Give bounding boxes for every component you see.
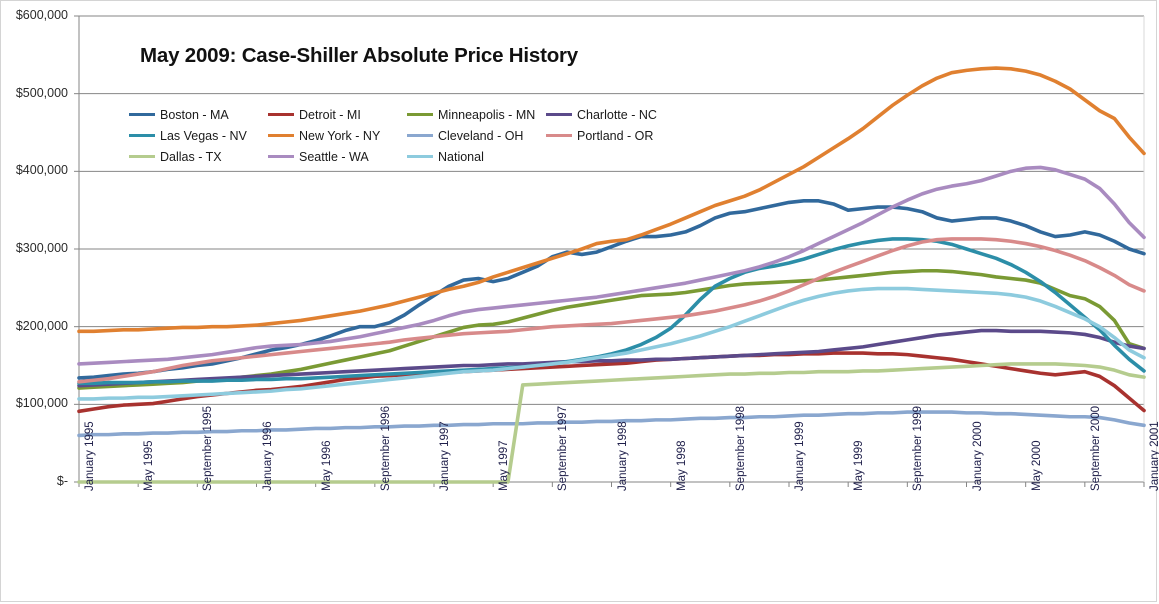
legend-label: Boston - MA: [160, 107, 229, 122]
x-axis-tick-label: September 1999: [912, 405, 925, 491]
legend-item-minneapolis-mn[interactable]: Minneapolis - MN: [407, 108, 546, 122]
legend-row: Boston - MA Detroit - MI Minneapolis - MN C…: [129, 104, 689, 125]
x-axis-tick-label: May 1998: [675, 440, 688, 491]
x-axis-tick-label: September 1995: [202, 405, 215, 491]
legend-item-seattle-wa[interactable]: Seattle - WA: [268, 150, 407, 164]
legend-label: New York - NY: [299, 128, 381, 143]
x-axis-tick-label: January 2001: [1149, 421, 1159, 491]
x-axis-tick-label: May 1997: [498, 440, 511, 491]
legend-item-national[interactable]: National: [407, 150, 546, 164]
legend-label: Portland - OR: [577, 128, 654, 143]
legend-color-swatch: [268, 155, 294, 158]
legend-color-swatch: [546, 134, 572, 137]
x-axis-tick-label: January 1998: [616, 421, 629, 491]
legend-color-swatch: [129, 134, 155, 137]
chart-legend: Boston - MA Detroit - MI Minneapolis - MN C…: [129, 104, 689, 167]
x-axis-tick-label: January 1999: [794, 421, 806, 491]
series-line-boston-ma: [77, 199, 1146, 380]
legend-label: Cleveland - OH: [438, 128, 524, 143]
y-axis-tick-label: $-: [56, 474, 68, 488]
x-axis-tick-label: September 1996: [379, 405, 392, 491]
legend-label: National: [438, 149, 484, 164]
legend-item-detroit-mi[interactable]: Detroit - MI: [268, 108, 407, 122]
legend-label: Las Vegas - NV: [160, 128, 247, 143]
y-axis-tick-label: $100,000: [15, 396, 68, 411]
series-line-portland-or: [77, 237, 1146, 384]
legend-item-boston-ma[interactable]: Boston - MA: [129, 108, 268, 122]
legend-row: Las Vegas - NV New York - NY Cleveland - O…: [129, 125, 689, 146]
y-axis-tick-label: $200,000: [15, 318, 68, 333]
legend-color-swatch: [129, 113, 155, 116]
legend-item-new-york-ny[interactable]: New York - NY: [268, 129, 407, 143]
y-axis-tick-label: $500,000: [15, 85, 68, 100]
y-axis-tick-label: $300,000: [15, 241, 68, 255]
x-axis-tick-label: September 1997: [557, 405, 570, 491]
legend-color-swatch: [407, 134, 433, 137]
legend-item-las-vegas-nv[interactable]: Las Vegas - NV: [129, 129, 268, 143]
y-axis-tick-label: $600,000: [15, 8, 68, 22]
x-axis-tick-label: May 1996: [320, 440, 333, 491]
legend-item-portland-or[interactable]: Portland - OR: [546, 129, 685, 143]
x-axis-tick-label: May 1999: [853, 440, 866, 491]
legend-color-swatch: [268, 113, 294, 116]
series-line-national: [77, 286, 1146, 401]
x-axis-tick-label: September 1998: [734, 405, 747, 491]
legend-color-swatch: [268, 134, 294, 137]
legend-label: Charlotte - NC: [577, 107, 657, 122]
legend-color-swatch: [407, 113, 433, 116]
y-axis-tick-label: $400,000: [15, 163, 68, 178]
legend-item-charlotte-nc[interactable]: Charlotte - NC: [546, 108, 685, 122]
legend-label: Detroit - MI: [299, 107, 361, 122]
legend-label: Minneapolis - MN: [438, 107, 536, 122]
x-axis-tick-label: January 1995: [84, 421, 96, 491]
series-line-seattle-wa: [77, 165, 1146, 366]
x-axis-tick-label: May 2000: [1030, 440, 1043, 491]
series-line-cleveland-oh: [77, 410, 1146, 438]
x-axis-tick-label: January 2000: [971, 421, 984, 491]
legend-item-cleveland-oh[interactable]: Cleveland - OH: [407, 129, 546, 143]
series-line-new-york-ny: [77, 66, 1146, 334]
chart-title: May 2009: Case-Shiller Absolute Price Hi…: [140, 44, 578, 67]
series-line-dallas-tx: [77, 362, 1146, 484]
x-axis-tick-label: January 1996: [261, 421, 274, 491]
legend-label: Seattle - WA: [299, 149, 369, 164]
series-line-charlotte-nc: [77, 328, 1146, 388]
legend-item-dallas-tx[interactable]: Dallas - TX: [129, 150, 268, 164]
x-axis-tick-label: January 1997: [439, 421, 451, 491]
legend-label: Dallas - TX: [160, 149, 222, 164]
x-axis-tick-label: September 2000: [1089, 405, 1102, 491]
legend-row: Dallas - TX Seattle - WA National: [129, 146, 689, 167]
legend-color-swatch: [129, 155, 155, 158]
legend-color-swatch: [546, 113, 572, 116]
x-axis-tick-label: May 1995: [143, 440, 156, 491]
legend-color-swatch: [407, 155, 433, 158]
